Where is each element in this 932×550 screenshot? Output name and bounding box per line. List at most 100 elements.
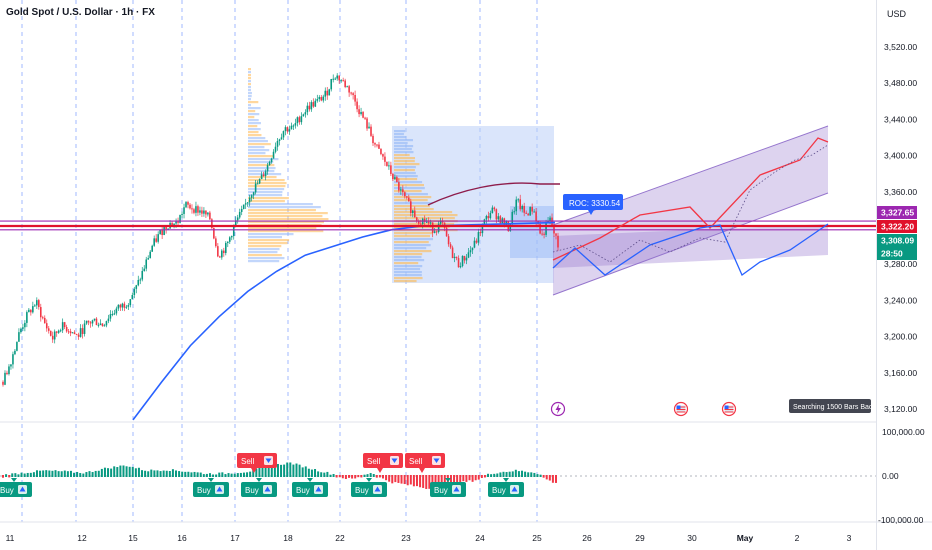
candle-body [447, 236, 450, 245]
indicator-bar [533, 472, 536, 477]
indicator-bar [335, 475, 338, 478]
candle-body [417, 220, 420, 224]
candle-body [531, 206, 533, 212]
candle-body [278, 139, 281, 141]
indicator-bar [150, 469, 153, 477]
volume-profile-bar [394, 277, 423, 280]
candle-body [18, 332, 20, 342]
indicator-bar [5, 474, 8, 477]
volume-profile-bar [394, 154, 410, 157]
candle-body [159, 229, 161, 235]
indicator-bar [378, 475, 381, 478]
volume-profile-bar [248, 128, 261, 131]
candle-body [360, 112, 362, 115]
volume-profile-bar [248, 86, 251, 89]
indicator-bar [375, 475, 378, 478]
volume-profile-bar [394, 202, 433, 205]
us-flag-icon[interactable] [673, 401, 689, 417]
indicator-bar [246, 472, 249, 477]
buy-signal-text: Buy [492, 486, 506, 495]
indicator-bar [76, 471, 79, 477]
indicator-bar [283, 464, 286, 477]
indicator-bar [122, 465, 125, 477]
candle-body [215, 238, 217, 247]
triangle-up-icon [510, 485, 519, 494]
candle-body [65, 326, 68, 332]
candle-body [525, 212, 527, 214]
volume-profile-bar [248, 197, 289, 200]
candle-body [77, 334, 80, 337]
volume-profile-bar [394, 130, 406, 133]
candle-body [63, 322, 66, 327]
indicator-bar [116, 467, 119, 477]
indicator-bar [545, 475, 548, 480]
triangle-down-icon [264, 456, 273, 465]
volume-profile-bar [248, 188, 285, 191]
candle-body [99, 323, 102, 325]
indicator-bar [397, 475, 400, 483]
indicator-bar [181, 471, 184, 477]
candle-body [521, 205, 523, 210]
candle-body [352, 93, 354, 96]
indicator-bar [175, 470, 178, 477]
volume-profile-bar [248, 185, 286, 188]
volume-profile-bar [394, 157, 416, 160]
indicator-bar [521, 470, 524, 477]
candle-body [290, 125, 293, 130]
candle-body [356, 101, 358, 110]
lightning-icon[interactable] [550, 401, 566, 417]
indicator-bar [125, 466, 128, 477]
indicator-bar [165, 470, 168, 477]
candle-body [47, 328, 50, 331]
buy-signal: Buy [0, 478, 32, 497]
candle-body [304, 112, 307, 115]
indicator-bar [471, 475, 474, 482]
volume-profile-bar [394, 235, 431, 238]
indicator-bar [255, 468, 258, 477]
candle-body [16, 341, 18, 351]
volume-profile-bar [394, 172, 416, 175]
candle-body [489, 213, 492, 219]
candle-body [49, 330, 52, 336]
indicator-bar [412, 475, 415, 487]
indicator-bar [100, 468, 103, 477]
indicator-bar [276, 464, 279, 477]
candle-body [10, 364, 12, 367]
candle-body [75, 334, 78, 336]
volume-profile-bar [248, 113, 260, 116]
volume-profile-bar [394, 262, 419, 265]
time-tick-label: 11 [6, 533, 15, 543]
time-tick-label: 26 [582, 533, 592, 543]
us-flag-icon[interactable] [721, 401, 737, 417]
indicator-bar [270, 466, 273, 477]
candle-body [81, 328, 84, 334]
indicator-bar [11, 473, 14, 477]
candle-body [125, 306, 128, 308]
indicator-bar [190, 472, 193, 477]
volume-profile-bar [248, 218, 329, 221]
projection-red-path [552, 137, 829, 261]
candle-body [232, 225, 235, 237]
candle-body [38, 300, 40, 308]
candle-body [157, 234, 159, 242]
triangle-up-icon [263, 485, 272, 494]
candle-body [316, 99, 319, 101]
candle-body [179, 214, 181, 223]
candle-body [207, 212, 209, 215]
candle-body [211, 219, 213, 228]
candle-body [213, 227, 215, 239]
currency-label[interactable]: USD [887, 9, 907, 19]
candle-body [103, 325, 106, 327]
candle-body [306, 105, 309, 113]
indicator-bar [443, 475, 446, 486]
candle-body [189, 204, 191, 209]
indicator-bar [357, 475, 360, 478]
volume-profile-bar [248, 80, 251, 83]
candle-body [69, 331, 72, 334]
volume-profile-bar [394, 151, 414, 154]
candle-body [350, 92, 352, 94]
candle-body [236, 217, 239, 221]
candle-body [203, 210, 205, 214]
candle-body [45, 323, 48, 329]
indicator-bar [487, 473, 490, 477]
